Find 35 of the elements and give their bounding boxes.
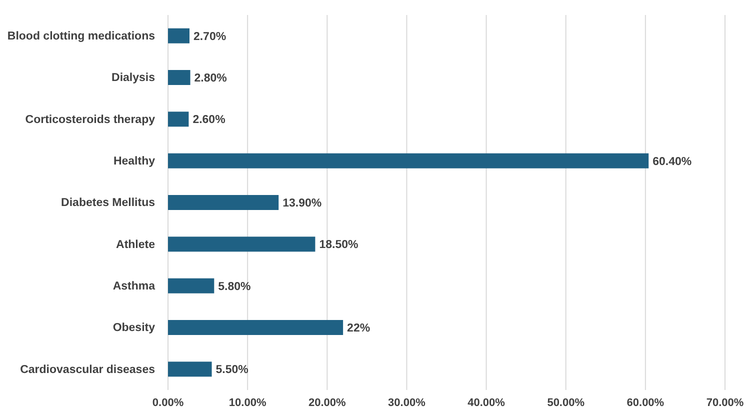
y-tick-label: Athlete [116,238,155,251]
data-label: 18.50% [319,239,358,252]
y-tick-label: Dialysis [112,72,155,84]
bar [168,278,214,294]
x-tick-label: 50.00% [547,396,585,409]
data-label: 22% [347,322,370,335]
y-tick-label: Cardiovascular diseases [20,364,155,376]
bar [168,70,190,85]
y-tick-label: Healthy [113,156,156,168]
bar [168,320,344,335]
data-label: 2.70% [193,30,226,43]
x-tick-label: 20.00% [308,396,346,409]
data-label: 2.80% [194,72,227,85]
x-tick-label: 60.00% [626,396,664,409]
bar [168,153,649,168]
bar [168,28,190,44]
y-tick-label: Diabetes Mellitus [61,197,155,210]
y-tick-label: Asthma [112,280,156,293]
bar [168,195,279,210]
data-label: 60.40% [652,156,692,168]
x-tick-label: 0.00% [152,396,184,409]
data-label: 5.80% [218,280,251,293]
x-tick-label: 10.00% [228,396,266,409]
x-tick-label: 70.00% [706,396,744,409]
x-tick-label: 30.00% [388,396,426,409]
bar [168,112,189,127]
y-tick-label: Corticosteroids therapy [25,114,156,126]
x-tick-label: 40.00% [468,396,506,409]
bar [168,236,316,252]
y-tick-label: Obesity [112,322,156,334]
bar [168,362,212,377]
data-label: 13.90% [282,198,322,210]
data-label: 5.50% [216,364,248,376]
data-label: 2.60% [192,114,226,126]
y-tick-label: Blood clotting medications [7,30,155,43]
